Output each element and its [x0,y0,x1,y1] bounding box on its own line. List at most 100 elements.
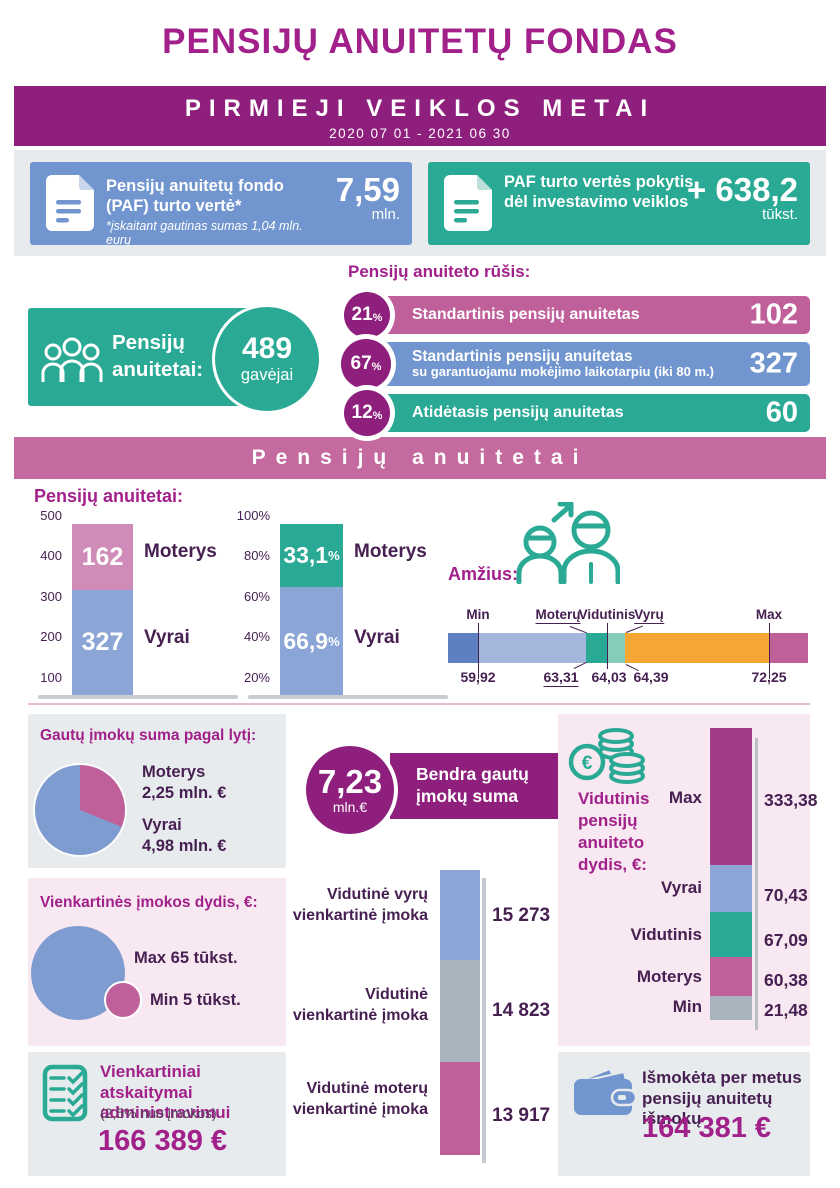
contributions-by-gender-panel: Gautų įmokų suma pagal lytį: Moterys 2,2… [28,714,286,868]
card-text: PAF turto vertės pokytis dėl investavimo… [504,172,699,212]
stacked-bar: 162 327 [72,524,133,695]
kind-label: Standartinis pensijų anuitetas [412,347,633,365]
age-segment [769,633,808,663]
deductions-note: (2,5% nuo įmokos) [100,1105,217,1121]
age-connector [625,625,643,633]
annuity-label: Min [672,997,702,1016]
age-range-strip: Min Moterų Vidutinis Vyrų Max 59,92 63,3… [448,598,810,694]
series-label: Vyrai [354,627,400,648]
age-segment [625,633,769,663]
age-marker-value: 64,39 [633,669,669,685]
checklist-icon [42,1064,88,1122]
age-segment [478,633,586,663]
card-value-number: 7,59 [335,171,400,208]
min-bubble-label: Min 5 tūkst. [150,991,241,1009]
panel-heading: Gautų įmokų suma pagal lytį: [40,727,257,744]
kind-value: 60 [765,396,798,429]
payouts-panel: Išmokėta per metus pensijų anuitetų išmo… [558,1052,810,1176]
count-chart: 500 400 300 200 100 162 327 Moterys Vyra… [34,505,264,705]
bar-shadow [755,738,758,1030]
page-title: PENSIJŲ ANUITETŲ FONDAS [162,22,678,61]
legend-label: Vyrai [142,816,182,834]
avg-contribution-bar [440,870,480,1155]
total-contributions-circle: 7,23 mln.€ [302,742,398,838]
bar-segment [440,960,480,1062]
card-value: 7,59 mln. [305,173,400,223]
percent-chart: 100% 80% 60% 40% 20% 33,1% 66,9% Moterys… [234,505,474,705]
avg-contribution-label: Vidutinė vyrų vienkartinė įmoka [292,886,428,925]
admin-deductions-panel: Vienkartiniai atskaitymai administravimu… [28,1052,286,1176]
annuity-kind-row: Atidėtasis pensijų anuitetas 60 [378,394,810,432]
deductions-label: Vienkartiniai atskaitymai administravimu… [100,1062,231,1123]
card-label: Pensijų anuitetų fondo (PAF) turto vertė… [106,177,284,216]
annuity-label: Max [668,788,702,807]
recipients-unit: gavėjai [240,365,294,384]
bar-segment [710,912,752,957]
avg-contribution-value: 15 273 [492,905,551,926]
period-title: PIRMIEJI VEIKLOS METAI [184,95,656,122]
single-contribution-panel: Vienkartinės įmokos dydis, €: Max 65 tūk… [28,878,286,1046]
axis-baseline [248,695,448,699]
annuity-kinds-heading: Pensijų anuiteto rūšis: [348,262,531,281]
age-marker-label: Vidutinis [578,607,636,622]
avg-contribution-value: 14 823 [492,1000,551,1021]
kind-value: 102 [749,298,798,331]
age-growth-icon [516,502,620,584]
annuity-value: 21,48 [764,1000,808,1020]
payouts-value: 164 381 € [642,1112,772,1144]
period-banner: PIRMIEJI VEIKLOS METAI 2020 07 01 - 2021… [14,86,826,146]
wallet-icon [574,1067,636,1115]
section-divider [28,703,810,705]
recipients-count-circle: 489 gavėjai [212,304,322,414]
age-tick [607,623,608,669]
age-marker-label: Vyrų [634,607,664,624]
payouts-label: Išmokėta per metus pensijų anuitetų išmo… [642,1068,802,1129]
annuity-label: Moterys [636,967,702,986]
coins-euro-icon: € [568,728,645,784]
age-segment [586,633,607,663]
annuity-label: Vyrai [661,878,702,897]
legend-value: 4,98 mln. € [142,837,227,856]
age-heading: Amžius: [448,564,519,584]
bar-shadow [482,878,486,1163]
age-segment [607,633,625,663]
panel-heading: Vidutinis pensijų anuiteto dydis, €: [578,789,650,875]
max-bubble-label: Max 65 tūkst. [134,949,238,967]
recipients-label: Pensijų anuitetai: [112,331,204,381]
kind-percent-badge: 12% [344,390,390,436]
avg-annuity-panel: € Vidutinis pensijų anuiteto dydis, €: M… [558,714,818,1046]
age-marker-value: 64,03 [591,669,627,685]
kind-label: Atidėtasis pensijų anuitetas [412,403,624,421]
legend-value: 2,25 mln. € [142,784,227,803]
panel-heading: Vienkartinės įmokos dydis, €: [40,894,258,911]
card-note: *įskaitant gautinas sumas 1,04 mln. eurų [106,219,303,248]
kind-label: Standartinis pensijų anuitetas [412,305,640,323]
recipients-count: 489 [241,331,293,365]
annuity-label: Vidutinis [630,925,702,944]
avg-contribution-label: Vidutinė vienkartinė įmoka [292,986,428,1025]
deductions-value: 166 389 € [98,1125,228,1157]
people-group-icon [41,337,103,382]
bar-segment [440,1062,480,1155]
bar-segment [710,996,752,1020]
total-unit: mln.€ [332,799,368,815]
kind-sublabel: su garantuojamu mokėjimo laikotarpiu (ik… [412,364,714,380]
age-marker-value: 59,92 [460,669,496,685]
avg-contribution-label: Vidutinė moterų vienkartinė įmoka [292,1080,428,1119]
total-contributions-banner: Bendra gautų įmokų suma [390,753,558,819]
count-chart-heading: Pensijų anuitetai: [34,486,184,506]
kind-value: 327 [749,347,798,380]
card-value-unit: tūkst. [762,206,798,223]
avg-annuity-bar [710,728,752,1020]
age-marker-label: Max [755,607,783,622]
pie-legend-item: Vyrai 4,98 mln. € [142,815,226,858]
annuity-kind-row: Standartinis pensijų anuitetas 102 [378,296,810,334]
series-label: Vyrai [144,627,190,648]
document-icon [444,175,492,231]
bar-segment [710,957,752,996]
legend-label: Moterys [142,763,206,781]
annuity-value: 67,09 [764,930,808,950]
series-label: Moterys [354,541,427,562]
card-text: Pensijų anuitetų fondo (PAF) turto vertė… [106,176,316,247]
